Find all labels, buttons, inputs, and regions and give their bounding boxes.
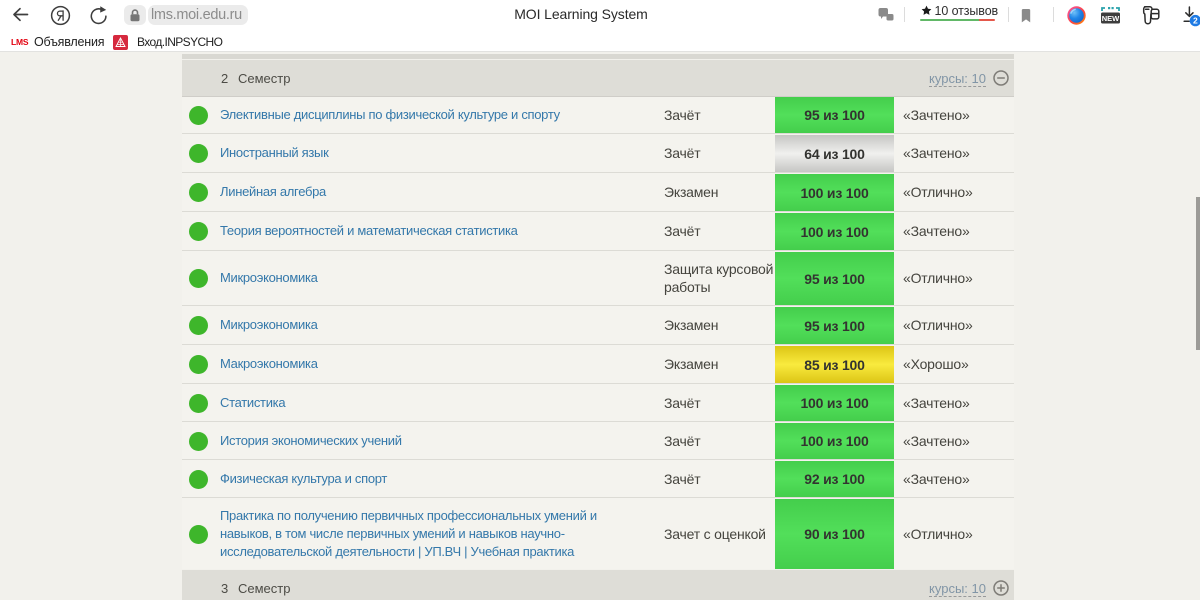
svg-text:2: 2: [1193, 16, 1198, 26]
svg-text:NEW: NEW: [1102, 14, 1120, 23]
